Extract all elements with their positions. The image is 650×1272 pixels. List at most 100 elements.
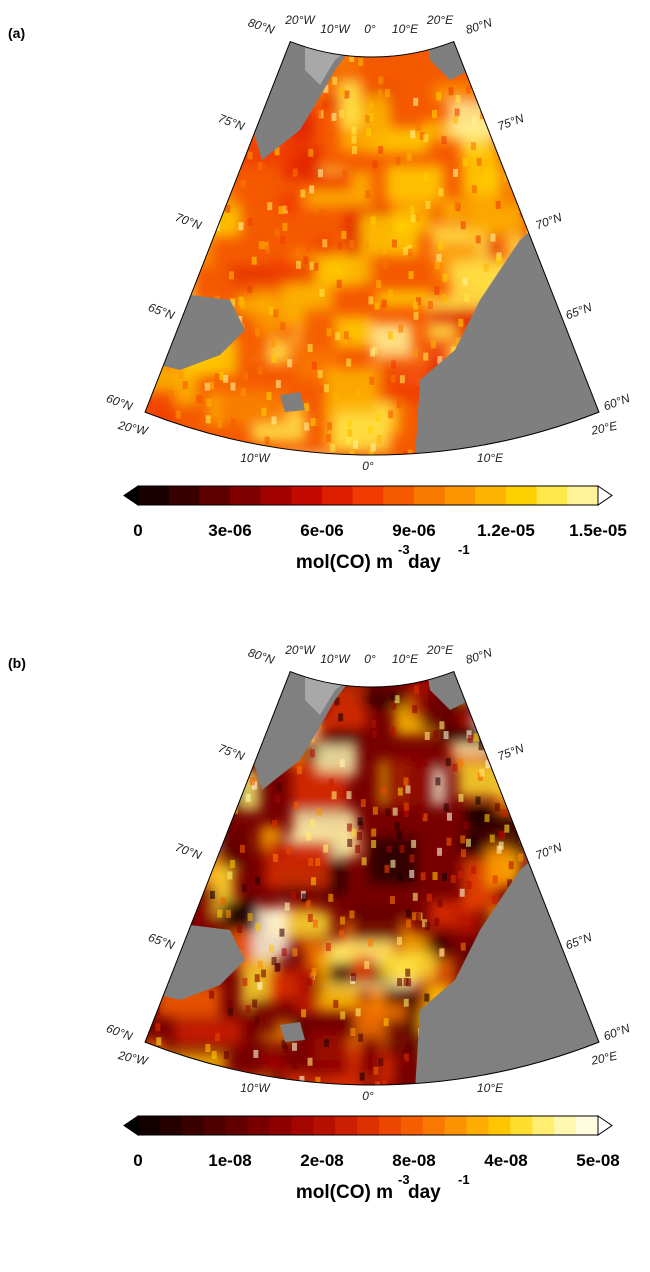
field-cell xyxy=(591,803,597,812)
field-cell xyxy=(363,241,369,250)
field-cell xyxy=(391,239,397,248)
field-cell xyxy=(347,419,353,428)
unit-exp: -1 xyxy=(458,542,470,557)
field-cell xyxy=(254,974,260,983)
field-cell xyxy=(355,844,361,853)
field-cell xyxy=(420,872,426,881)
field-cell xyxy=(368,449,374,455)
field-cell xyxy=(135,1005,140,1013)
field-cell xyxy=(484,158,490,167)
field-cell xyxy=(435,777,441,786)
field-cell xyxy=(249,777,255,786)
field-patch xyxy=(570,316,599,359)
field-cell xyxy=(224,98,230,107)
field-cell xyxy=(301,1009,307,1018)
field-patch xyxy=(262,317,283,337)
field-cell xyxy=(145,819,151,828)
field-patch xyxy=(147,79,174,98)
field-cell xyxy=(246,729,252,738)
field-cell xyxy=(524,50,530,59)
field-cell xyxy=(581,847,587,856)
field-cell xyxy=(473,733,479,742)
field-cell xyxy=(230,382,236,391)
field-cell xyxy=(403,998,409,1007)
lat-label: 70°N xyxy=(173,210,203,232)
field-cell xyxy=(162,227,168,236)
field-cell xyxy=(555,146,561,155)
field-cell xyxy=(192,682,198,691)
field-cell xyxy=(606,131,611,139)
field-cell xyxy=(279,928,285,937)
field-patch xyxy=(181,765,231,813)
field-cell xyxy=(365,128,371,137)
field-cell xyxy=(376,434,382,443)
field-cell xyxy=(205,750,211,759)
field-patch xyxy=(574,243,599,282)
field-patch xyxy=(602,230,648,277)
field-cell xyxy=(575,29,580,37)
field-patch xyxy=(580,271,599,295)
field-cell xyxy=(209,890,215,899)
field-cell xyxy=(200,769,206,778)
field-cell xyxy=(415,912,421,921)
panel-label: (a) xyxy=(8,25,25,41)
field-cell xyxy=(322,239,328,248)
field-cell xyxy=(215,1033,221,1042)
field-cell xyxy=(315,418,321,427)
field-cell xyxy=(280,322,286,331)
field-cell xyxy=(372,729,378,738)
field-cell xyxy=(373,1066,379,1075)
field-cell xyxy=(179,183,185,192)
field-cell xyxy=(218,372,224,381)
field-cell xyxy=(468,61,474,70)
field-cell xyxy=(265,682,271,691)
field-cell xyxy=(245,793,251,802)
field-cell xyxy=(603,139,608,147)
field-cell xyxy=(177,123,183,132)
field-cell xyxy=(370,443,376,452)
field-cell xyxy=(194,886,200,895)
field-cell xyxy=(292,168,298,177)
colorbar-step xyxy=(247,1116,270,1135)
field-cell xyxy=(382,260,388,269)
field-patch xyxy=(172,45,199,69)
field-cell xyxy=(573,1054,579,1063)
field-cell xyxy=(364,961,370,970)
field-cell xyxy=(254,328,260,337)
field-cell xyxy=(549,441,555,450)
field-cell xyxy=(296,660,301,668)
field-cell xyxy=(163,707,169,716)
field-cell xyxy=(183,162,189,171)
field-cell xyxy=(582,991,588,1000)
field-cell xyxy=(309,749,315,758)
field-patch xyxy=(587,672,599,698)
unit-exp: -1 xyxy=(458,1172,470,1187)
field-cell xyxy=(471,185,477,194)
field-cell xyxy=(371,840,377,849)
field-cell xyxy=(163,288,169,297)
field-cell xyxy=(212,675,218,684)
field-cell xyxy=(403,451,409,455)
field-cell xyxy=(307,1057,313,1066)
field-patch xyxy=(351,905,404,943)
field-patch xyxy=(145,676,196,721)
field-cell xyxy=(490,233,496,242)
field-cell xyxy=(462,158,468,167)
field-cell xyxy=(542,834,548,843)
field-cell xyxy=(601,453,606,461)
field-cell xyxy=(588,415,594,424)
field-cell xyxy=(227,1007,233,1016)
field-cell xyxy=(232,52,238,61)
field-cell xyxy=(495,722,501,731)
field-cell xyxy=(466,730,472,739)
field-cell xyxy=(152,750,158,759)
field-cell xyxy=(258,366,264,375)
field-cell xyxy=(136,890,141,898)
field-cell xyxy=(154,105,160,114)
field-cell xyxy=(537,819,543,828)
field-cell xyxy=(181,757,187,766)
field-cell xyxy=(304,422,310,431)
field-cell xyxy=(452,169,458,178)
lon-label: 10°W xyxy=(240,1081,271,1095)
field-cell xyxy=(145,365,146,374)
